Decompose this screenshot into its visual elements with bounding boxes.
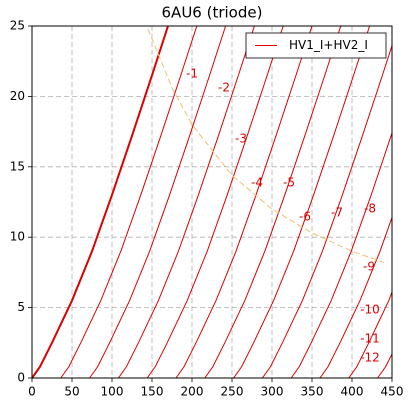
curve-label: -1	[186, 67, 198, 81]
curve-label: -2	[218, 81, 230, 95]
curve-label: -8	[364, 202, 376, 216]
y-tick-label: 5	[17, 300, 25, 314]
x-tick-label: 250	[221, 385, 244, 399]
y-tick-label: 15	[10, 159, 25, 173]
curve-label: -9	[363, 260, 375, 274]
x-tick-label: 100	[101, 385, 124, 399]
curve	[117, 26, 255, 378]
curve	[204, 26, 342, 378]
curve-label: -11	[360, 332, 380, 346]
curve	[175, 26, 313, 378]
curve	[377, 353, 392, 378]
curve	[261, 45, 392, 378]
curve	[319, 217, 392, 378]
curve-label: -6	[299, 210, 311, 224]
chart-title: 6AU6 (triode)	[162, 4, 263, 22]
y-tick-label: 20	[10, 89, 25, 103]
curve	[146, 26, 284, 378]
curve-label: -7	[331, 206, 343, 220]
legend-label: HV1_I+HV2_I	[289, 38, 368, 52]
x-tick-label: 0	[28, 385, 36, 399]
curve	[233, 26, 371, 378]
curve	[348, 291, 392, 378]
x-tick-label: 400	[341, 385, 364, 399]
curve	[89, 26, 227, 378]
x-tick-label: 50	[64, 385, 79, 399]
plot-background	[32, 26, 392, 378]
x-tick-label: 200	[181, 385, 204, 399]
curve	[290, 132, 392, 378]
plot-frame	[31, 25, 393, 379]
curve	[60, 26, 198, 378]
curve	[32, 26, 169, 378]
x-tick-label: 300	[261, 385, 284, 399]
curve-label: -12	[360, 351, 380, 365]
y-tick-label: 0	[17, 371, 25, 385]
curve-label: -5	[283, 176, 295, 190]
x-tick-label: 450	[381, 385, 404, 399]
curve-label: -3	[235, 132, 247, 146]
curve-label: -10	[360, 303, 380, 317]
curve-label: -4	[251, 176, 263, 190]
y-tick-label: 25	[10, 19, 25, 33]
x-tick-label: 150	[141, 385, 164, 399]
x-tick-label: 350	[301, 385, 324, 399]
y-tick-label: 10	[10, 230, 25, 244]
